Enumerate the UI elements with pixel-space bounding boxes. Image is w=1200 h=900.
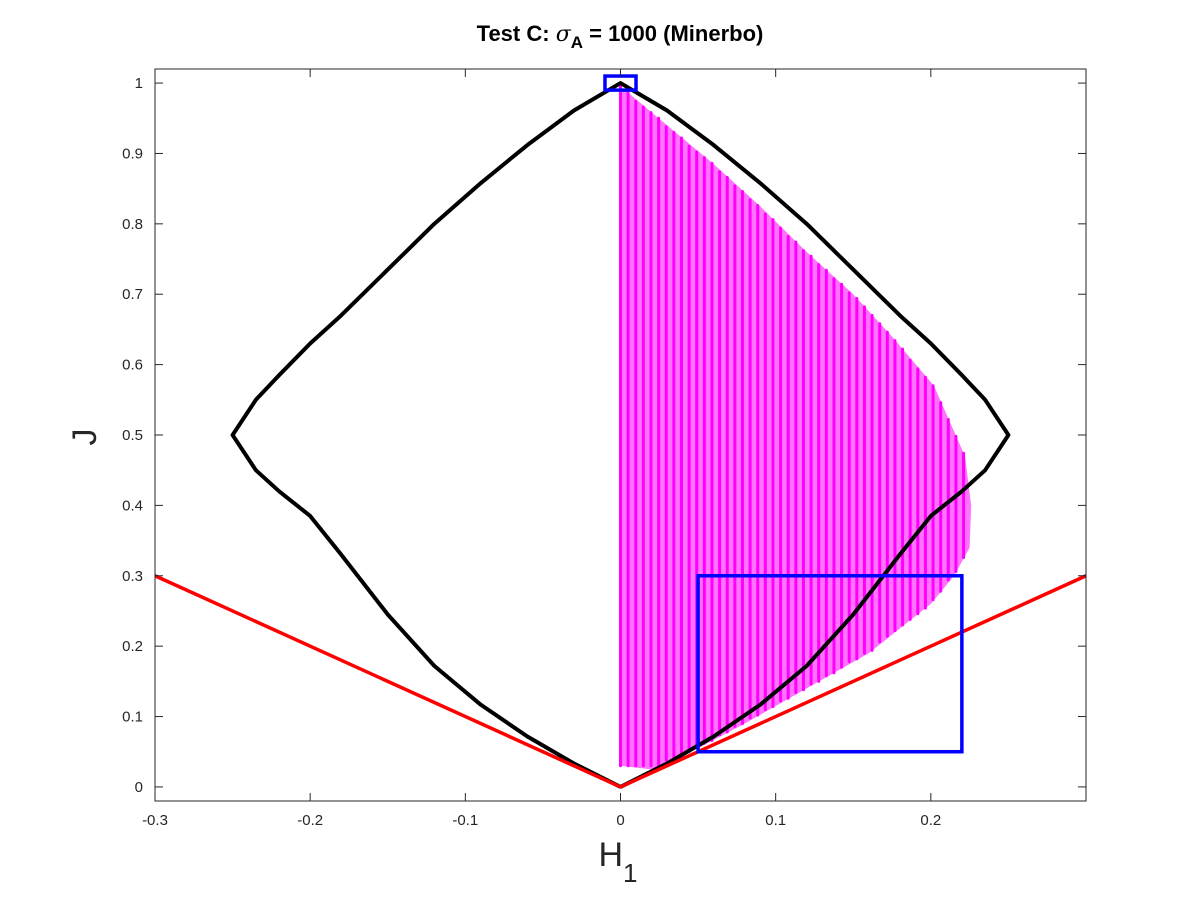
y-tick-label: 0.7 xyxy=(122,286,143,303)
x-tick-label: -0.2 xyxy=(297,812,323,829)
chart-title: Test C: σA = 1000 (Minerbo) xyxy=(477,21,764,52)
y-tick-label: 0 xyxy=(135,779,143,796)
x-tick-label: -0.3 xyxy=(142,812,168,829)
plot-area xyxy=(155,74,1086,789)
y-tick-label: 0.5 xyxy=(122,427,143,444)
title-subscript: A xyxy=(571,33,583,52)
x-axis-label-main: H xyxy=(598,836,623,874)
y-tick-label: 0.3 xyxy=(122,568,143,585)
title-sigma-symbol: σ xyxy=(556,22,572,47)
y-axis-label: J xyxy=(66,429,104,446)
x-axis-label-subscript: 1 xyxy=(623,858,637,888)
y-tick-label: 0.4 xyxy=(122,497,143,514)
zoom-rectangle xyxy=(696,574,964,754)
ticks-layer: -0.3 -0.2 -0.1 0 0.1 0.2 0 0.1 0.2 0.3 0.4 0.5 0.6 0.… xyxy=(122,69,1086,829)
x-axis-label: H1 xyxy=(598,836,637,888)
title-suffix: = 1000 (Minerbo) xyxy=(583,21,763,46)
y-tick-label: 0.8 xyxy=(122,216,143,233)
title-prefix: Test C: xyxy=(477,21,556,46)
scatter-layer xyxy=(619,82,972,770)
x-tick-label: -0.1 xyxy=(452,812,478,829)
x-tick-label: 0.2 xyxy=(920,812,941,829)
y-tick-label: 0.9 xyxy=(122,145,143,162)
red-line xyxy=(155,574,1086,789)
y-tick-label: 1 xyxy=(135,75,143,92)
x-tick-label: 0 xyxy=(616,812,624,829)
y-tick-label: 0.1 xyxy=(122,709,143,726)
y-tick-label: 0.2 xyxy=(122,638,143,655)
y-tick-label: 0.6 xyxy=(122,357,143,374)
x-tick-label: 0.1 xyxy=(765,812,786,829)
lines-layer xyxy=(155,81,1086,789)
boundary-curve xyxy=(230,81,1011,789)
